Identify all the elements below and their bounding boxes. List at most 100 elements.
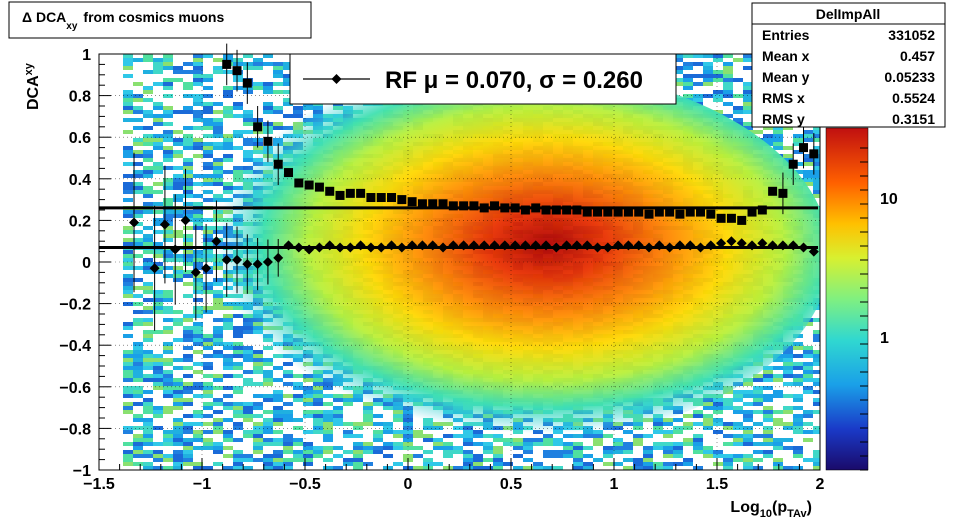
sigma-point bbox=[469, 201, 479, 211]
mean-point bbox=[613, 240, 624, 251]
sigma-point bbox=[345, 188, 355, 198]
mean-point bbox=[396, 242, 407, 253]
mean-point bbox=[345, 242, 356, 253]
sigma-point bbox=[356, 188, 366, 198]
sigma-point bbox=[397, 195, 407, 205]
x-tick-label: −1.5 bbox=[83, 476, 115, 493]
sigma-point bbox=[520, 205, 530, 215]
sigma-point bbox=[325, 186, 335, 196]
y-tick-label: 0.8 bbox=[69, 89, 91, 106]
mean-point bbox=[644, 242, 655, 253]
mean-point bbox=[808, 246, 819, 257]
x-tick-label: −0.5 bbox=[289, 476, 321, 493]
axis-ticks bbox=[98, 53, 821, 471]
mean-point bbox=[602, 242, 613, 253]
stats-label: RMS x bbox=[762, 90, 805, 106]
sigma-point bbox=[685, 207, 695, 217]
sigma-point bbox=[541, 205, 551, 215]
mean-point bbox=[283, 240, 294, 251]
mean-point bbox=[355, 240, 366, 251]
sigma-point bbox=[479, 203, 489, 213]
y-tick-label: −0.8 bbox=[59, 421, 91, 438]
mean-point bbox=[520, 240, 531, 251]
mean-point bbox=[757, 238, 768, 249]
mean-point bbox=[335, 242, 346, 253]
mean-point bbox=[262, 257, 273, 267]
mean-point bbox=[159, 219, 170, 230]
mean-point bbox=[623, 240, 634, 251]
x-tick-label: 2 bbox=[816, 476, 825, 493]
sigma-point bbox=[582, 207, 592, 217]
mean-point bbox=[798, 242, 809, 253]
mean-point bbox=[695, 242, 706, 253]
sigma-point bbox=[799, 143, 809, 153]
sigma-point bbox=[809, 149, 819, 159]
sigma-point bbox=[778, 188, 788, 198]
mean-point bbox=[747, 240, 758, 251]
mean-point bbox=[489, 240, 500, 251]
y-tick-label: 0.2 bbox=[69, 213, 91, 230]
mean-point bbox=[293, 242, 304, 253]
x-tick-label: −1 bbox=[193, 476, 211, 493]
mean-point bbox=[273, 252, 284, 263]
sigma-point bbox=[603, 207, 613, 217]
y-tick-label: −1 bbox=[73, 463, 91, 480]
sigma-point bbox=[242, 78, 252, 88]
mean-point bbox=[685, 240, 696, 251]
sigma-point bbox=[788, 159, 798, 169]
mean-point bbox=[664, 242, 675, 253]
mean-point bbox=[499, 240, 510, 251]
sigma-point bbox=[222, 59, 232, 69]
sigma-point bbox=[253, 122, 263, 132]
colorbar-ticks bbox=[860, 147, 868, 471]
sigma-point bbox=[706, 209, 716, 219]
x-tick-label: 1.5 bbox=[706, 476, 728, 493]
y-tick-label: −0.6 bbox=[59, 380, 91, 397]
mean-point bbox=[633, 240, 644, 251]
colorbar-label-1: 1 bbox=[880, 330, 889, 347]
mean-point bbox=[468, 240, 479, 251]
mean-point bbox=[242, 259, 253, 270]
mean-point bbox=[304, 244, 315, 255]
x-tick-label: 1 bbox=[610, 476, 619, 493]
sigma-point bbox=[654, 207, 664, 217]
mean-point bbox=[407, 240, 418, 251]
mean-point bbox=[201, 263, 212, 274]
mean-point bbox=[448, 240, 459, 251]
y-axis-label: DCAxy bbox=[23, 62, 42, 110]
sigma-point bbox=[726, 213, 736, 223]
sigma-point bbox=[438, 199, 448, 209]
y-tick-label: 0.6 bbox=[69, 130, 91, 147]
sigma-point bbox=[613, 207, 623, 217]
mean-point bbox=[129, 217, 140, 228]
mean-point bbox=[314, 242, 325, 253]
sigma-point bbox=[665, 207, 675, 217]
sigma-point bbox=[304, 180, 314, 190]
stats-rows: Entries 331052 Mean x 0.457 Mean y 0.05233 RMS… bbox=[762, 27, 935, 127]
mean-point bbox=[221, 254, 232, 265]
mean-point bbox=[767, 240, 778, 251]
sigma-point bbox=[768, 186, 778, 196]
x-axis-label: Log10(pTAv) bbox=[730, 499, 812, 520]
mean-point bbox=[674, 240, 685, 251]
x-tick-label: 0 bbox=[404, 476, 413, 493]
mean-point bbox=[530, 240, 541, 251]
markers bbox=[129, 43, 819, 331]
mean-point bbox=[232, 254, 243, 265]
mean-point bbox=[551, 242, 562, 253]
mean-point bbox=[170, 244, 181, 255]
sigma-point bbox=[757, 205, 767, 215]
sigma-point bbox=[747, 207, 757, 217]
sigma-point bbox=[562, 205, 572, 215]
mean-point bbox=[211, 236, 222, 247]
colorbar-label-10: 10 bbox=[880, 191, 898, 208]
sigma-point bbox=[273, 159, 283, 169]
mean-point bbox=[777, 240, 788, 251]
sigma-point bbox=[634, 207, 644, 217]
stats-label: RMS y bbox=[762, 111, 805, 127]
sigma-point bbox=[366, 193, 376, 203]
mean-point bbox=[427, 240, 438, 251]
sigma-point bbox=[593, 207, 603, 217]
mean-point bbox=[365, 242, 376, 253]
